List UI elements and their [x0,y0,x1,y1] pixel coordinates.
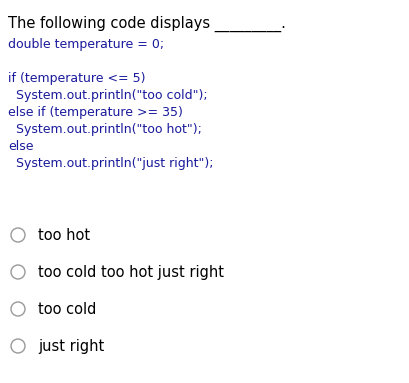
Text: System.out.println("too cold");: System.out.println("too cold"); [8,89,207,102]
Text: else: else [8,140,34,153]
Text: System.out.println("just right");: System.out.println("just right"); [8,157,213,170]
Text: The following code displays _________.: The following code displays _________. [8,16,285,32]
Text: just right: just right [38,339,104,354]
Text: double temperature = 0;: double temperature = 0; [8,38,164,51]
Text: else if (temperature >= 35): else if (temperature >= 35) [8,106,182,119]
Text: too cold too hot just right: too cold too hot just right [38,265,223,280]
Text: System.out.println("too hot");: System.out.println("too hot"); [8,123,201,136]
Text: if (temperature <= 5): if (temperature <= 5) [8,72,145,85]
Text: too cold: too cold [38,302,96,317]
Text: too hot: too hot [38,228,90,243]
